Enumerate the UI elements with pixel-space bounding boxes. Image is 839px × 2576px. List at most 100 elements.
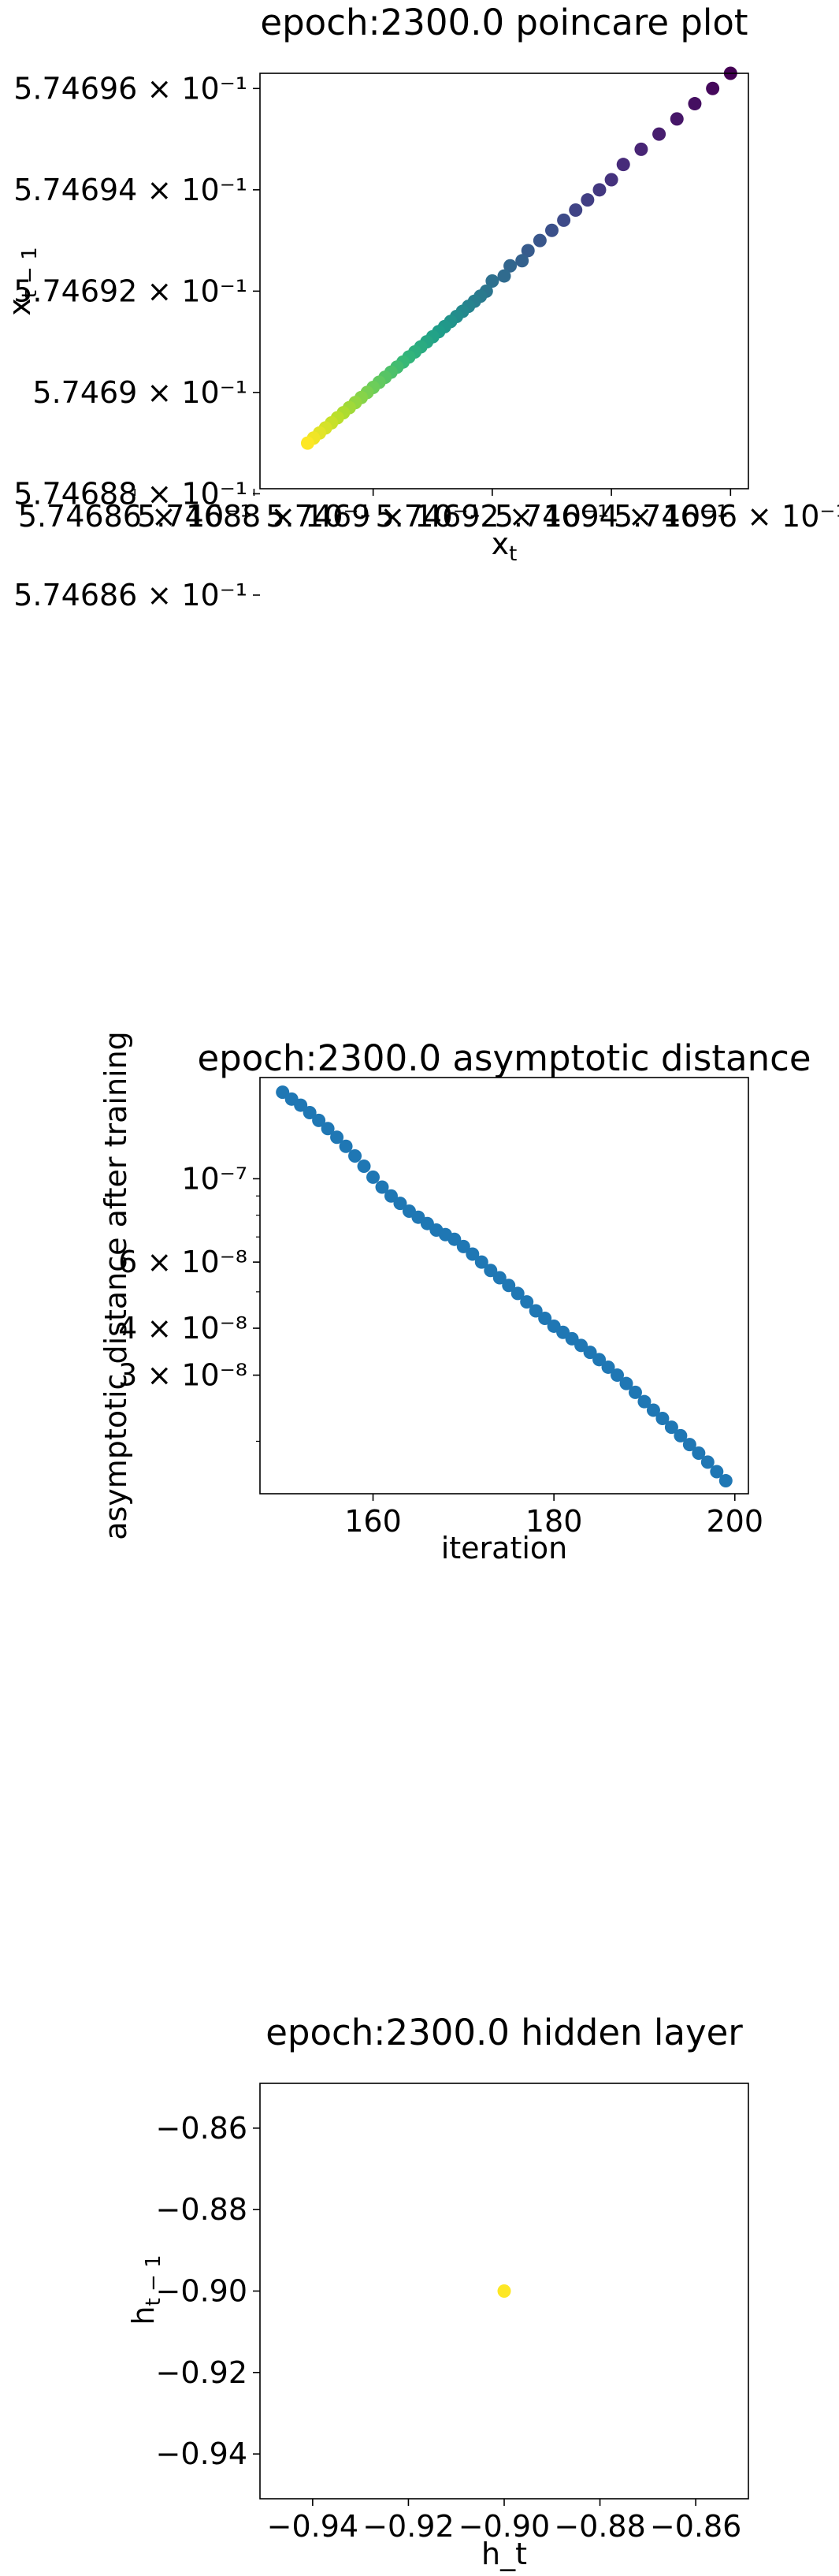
asymptotic-point (710, 1465, 724, 1479)
poincare-point (616, 158, 630, 172)
poincare-point (604, 173, 618, 187)
asymptotic-point (520, 1295, 534, 1309)
asymptotic-point (330, 1130, 344, 1145)
asymptotic-y-tick-label: 4 × 10⁻⁸ (118, 1311, 247, 1346)
asymptotic-point (466, 1247, 480, 1261)
asymptotic-point (538, 1311, 552, 1325)
poincare-point (521, 244, 535, 258)
asymptotic-point (655, 1412, 670, 1426)
asymptotic-point (447, 1232, 462, 1246)
asymptotic-point (611, 1368, 625, 1383)
poincare-y-ticks: 5.74686 × 10⁻¹5.74688 × 10⁻¹5.7469 × 10⁻… (13, 71, 260, 612)
hidden-layer-y-ticks: −0.86 −0.88 −0.90 −0.92 −0.94 (156, 2111, 260, 2471)
asymptotic-point (375, 1180, 389, 1194)
asymptotic-point (321, 1122, 335, 1136)
asymptotic-point (601, 1360, 615, 1374)
poincare-points (300, 66, 737, 450)
asymptotic-point (574, 1338, 588, 1353)
poincare-point (706, 81, 720, 95)
asymptotic-point (502, 1279, 516, 1293)
poincare-point (592, 183, 607, 197)
poincare-point (515, 254, 529, 268)
hidden-layer-x-tick-label: −0.94 (267, 2509, 358, 2544)
asymptotic-point (348, 1148, 362, 1163)
asymptotic-point (674, 1428, 688, 1442)
hidden-layer-y-tick-label: −0.90 (156, 2274, 247, 2309)
hidden-layer-x-tick-label: −0.90 (458, 2509, 550, 2544)
hidden-layer-y-tick-label: −0.94 (156, 2436, 247, 2471)
poincare-point (688, 97, 702, 111)
asymptotic-chart: epoch:2300.0 asymptotic distance 10⁻⁷ 6 ×… (98, 1031, 811, 1565)
asymptotic-axes-frame (259, 1077, 749, 1495)
asymptotic-point (303, 1106, 317, 1120)
poincare-x-tick-label: 5.74694 × 10⁻¹ (495, 499, 729, 534)
poincare-point (544, 223, 559, 237)
asymptotic-point (700, 1455, 715, 1469)
hidden-layer-x-tick-label: −0.92 (362, 2509, 454, 2544)
poincare-y-tick-label: 5.74688 × 10⁻¹ (13, 476, 247, 511)
poincare-point (503, 259, 518, 273)
asymptotic-point (637, 1394, 652, 1409)
asymptotic-points (276, 1085, 733, 1488)
asymptotic-point (484, 1264, 498, 1278)
poincare-point (652, 127, 666, 141)
poincare-point (670, 112, 684, 126)
hidden-layer-y-tick-label: −0.92 (156, 2355, 247, 2390)
hidden-layer-title: epoch:2300.0 hidden layer (265, 2012, 743, 2053)
asymptotic-x-tick-label: 160 (344, 1504, 402, 1539)
hidden-layer-chart: epoch:2300.0 hidden layer −0.86−0.88−0.9… (126, 2012, 749, 2571)
poincare-x-tick-label: 5.74686 × 10⁻¹ (18, 499, 252, 534)
asymptotic-y-label: asymptotic distance after training (98, 1031, 133, 1540)
asymptotic-point (384, 1189, 398, 1203)
hidden-layer-y-tick-label: −0.88 (156, 2192, 247, 2227)
hidden-layer-x-tick-label: −0.86 (650, 2509, 741, 2544)
asymptotic-point (619, 1376, 633, 1390)
hidden-layer-x-label: h_t (481, 2537, 527, 2571)
poincare-point (581, 193, 595, 207)
poincare-y-tick-label: 5.74692 × 10⁻¹ (13, 274, 247, 308)
poincare-chart: epoch:2300.0 poincare plot 5.74686 × 10⁻… (2, 2, 839, 612)
poincare-x-ticks: 5.74686 × 10⁻¹5.74688 × 10⁻¹5.7469 × 10⁻… (18, 489, 839, 534)
poincare-point (557, 213, 571, 227)
asymptotic-point (339, 1139, 353, 1153)
poincare-axes-frame (259, 73, 749, 490)
asymptotic-point (646, 1403, 660, 1417)
asymptotic-point (718, 1474, 733, 1488)
asymptotic-point (692, 1446, 706, 1460)
poincare-y-tick-label: 5.74694 × 10⁻¹ (13, 173, 247, 207)
poincare-point (533, 233, 547, 248)
poincare-x-tick-label: 5.7469 × 10⁻¹ (265, 499, 481, 534)
asymptotic-x-label: iteration (441, 1531, 568, 1565)
asymptotic-title: epoch:2300.0 asymptotic distance (197, 1037, 811, 1079)
asymptotic-x-tick-label: 200 (707, 1504, 764, 1539)
poincare-y-tick-label: 5.74686 × 10⁻¹ (13, 578, 247, 612)
asymptotic-y-tick-label: 6 × 10⁻⁸ (118, 1245, 247, 1279)
asymptotic-point (312, 1113, 326, 1127)
asymptotic-y-ticks: 10⁻⁷ 6 × 10⁻⁸ 4 × 10⁻⁸ 3 × 10⁻⁸ (118, 1161, 260, 1442)
asymptotic-point (664, 1420, 678, 1435)
hidden-layer-point (497, 2284, 511, 2298)
asymptotic-point (393, 1197, 407, 1211)
asymptotic-point (583, 1346, 597, 1360)
asymptotic-point (628, 1385, 642, 1399)
poincare-x-tick-label: 5.74692 × 10⁻¹ (375, 499, 609, 534)
asymptotic-point (510, 1286, 525, 1301)
asymptotic-x-ticks: 160 180 200 (344, 1494, 763, 1539)
poincare-point (300, 436, 314, 450)
asymptotic-x-tick-label: 180 (525, 1504, 583, 1539)
asymptotic-point (529, 1304, 543, 1318)
asymptotic-point (366, 1170, 381, 1184)
asymptotic-y-tick-label: 10⁻⁷ (181, 1161, 247, 1196)
poincare-point (569, 203, 583, 218)
poincare-point (485, 274, 499, 288)
asymptotic-point (357, 1159, 371, 1173)
hidden-layer-x-tick-label: −0.88 (554, 2509, 645, 2544)
asymptotic-point (682, 1438, 696, 1452)
asymptotic-y-tick-label: 3 × 10⁻⁸ (118, 1358, 247, 1393)
asymptotic-point (492, 1271, 507, 1285)
poincare-y-tick-label: 5.74696 × 10⁻¹ (13, 71, 247, 106)
poincare-x-tick-label: 5.74696 × 10⁻¹ (614, 499, 839, 534)
hidden-layer-points (497, 2284, 511, 2298)
